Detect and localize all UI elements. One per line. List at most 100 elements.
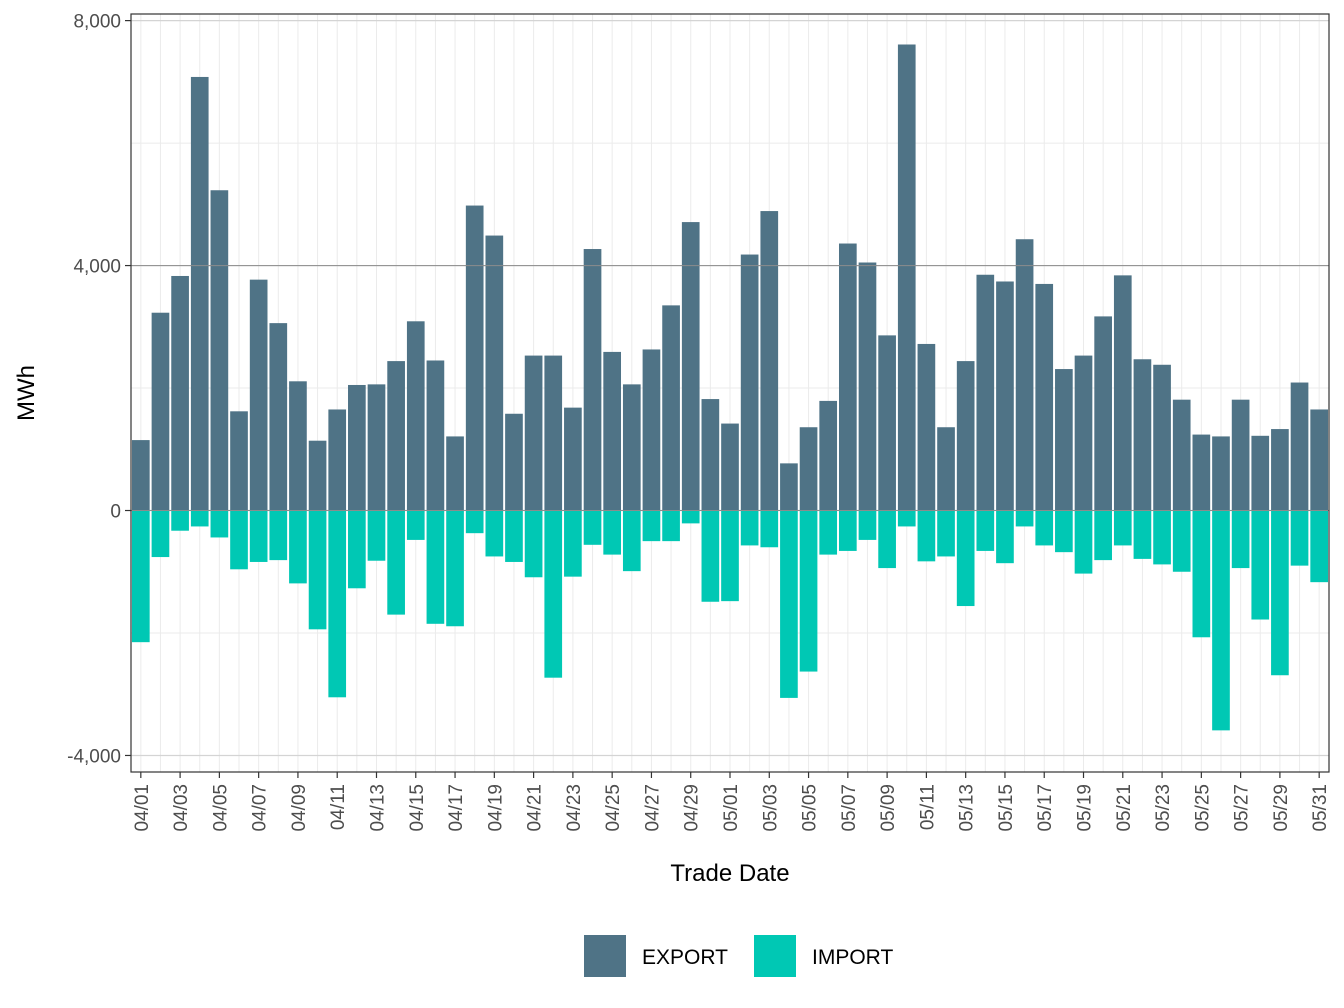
bar-export — [819, 400, 838, 511]
bar-export — [406, 321, 425, 511]
x-tick-label: 05/05 — [800, 784, 821, 832]
bar-import — [544, 510, 563, 678]
x-axis: 04/01 04/03 04/05 04/07 04/09 04/11 04/13 04/15… — [132, 772, 1331, 832]
x-tick-label: 05/01 — [721, 784, 742, 832]
bar-import — [996, 510, 1014, 564]
x-tick-label: 04/27 — [642, 784, 663, 832]
bar-export — [996, 281, 1014, 511]
bar-export — [544, 355, 563, 511]
bar-import — [1055, 510, 1073, 553]
x-tick-label: 05/23 — [1153, 784, 1174, 832]
bar-import — [1094, 510, 1112, 561]
bar-import — [583, 510, 602, 545]
x-tick-label: 05/19 — [1075, 784, 1096, 832]
bar-import — [681, 510, 700, 524]
bar-import — [1172, 510, 1191, 572]
bar-import — [701, 510, 720, 602]
bar-export — [1055, 369, 1073, 511]
bar-export — [681, 222, 700, 511]
bars — [131, 44, 1329, 731]
bar-export — [1153, 364, 1171, 511]
legend: EXPORT IMPORT — [584, 935, 893, 977]
bar-export — [446, 436, 464, 511]
x-tick-label: 05/21 — [1114, 784, 1135, 832]
bar-export — [269, 323, 288, 511]
bar-import — [1133, 510, 1152, 559]
bar-import — [838, 510, 857, 551]
x-tick-label: 04/05 — [210, 784, 231, 832]
y-tick-label: -4,000 — [67, 746, 121, 767]
bar-import — [740, 510, 759, 546]
x-tick-label: 05/27 — [1232, 784, 1253, 832]
bar-export — [249, 279, 268, 511]
x-tick-label: 05/17 — [1035, 784, 1056, 832]
x-tick-label: 04/03 — [171, 784, 192, 832]
bar-export — [662, 305, 680, 511]
bar-import — [799, 510, 818, 672]
bar-import — [1271, 510, 1289, 676]
x-tick-label: 05/07 — [839, 784, 860, 832]
bar-import — [819, 510, 838, 555]
bar-import — [269, 510, 288, 561]
bar-import — [249, 510, 268, 562]
bar-export — [485, 235, 504, 511]
bar-import — [465, 510, 484, 534]
bar-import — [622, 510, 641, 572]
bar-export — [131, 440, 150, 511]
bar-export — [622, 384, 641, 511]
legend-label-import: IMPORT — [812, 946, 893, 969]
bar-export — [1212, 436, 1230, 511]
bar-import — [937, 510, 955, 557]
bar-export — [701, 399, 720, 511]
bar-import — [1015, 510, 1034, 527]
bar-export — [1310, 409, 1329, 511]
x-tick-label: 05/09 — [878, 784, 899, 832]
bar-export — [1015, 239, 1034, 511]
bar-import — [190, 510, 209, 527]
bar-import — [210, 510, 229, 538]
bar-export — [976, 274, 995, 511]
bar-import — [171, 510, 189, 531]
bar-import — [446, 510, 464, 627]
bar-export — [171, 275, 189, 511]
bar-export — [583, 249, 602, 511]
bar-export — [760, 211, 779, 511]
bar-import — [858, 510, 877, 540]
bar-import — [917, 510, 936, 562]
x-tick-label: 05/15 — [996, 784, 1017, 832]
bar-export — [465, 205, 484, 511]
bar-export — [721, 423, 739, 511]
bar-export — [151, 312, 170, 511]
bar-import — [151, 510, 170, 558]
bar-export — [1192, 434, 1211, 511]
bar-import — [564, 510, 582, 577]
bar-import — [308, 510, 327, 630]
bar-export — [603, 351, 622, 511]
bar-import — [1074, 510, 1093, 574]
bar-import — [642, 510, 661, 542]
bar-export — [348, 384, 366, 511]
bar-export — [426, 360, 445, 511]
bar-import — [505, 510, 523, 562]
y-tick-label: 4,000 — [73, 257, 121, 278]
bar-export — [564, 407, 582, 511]
x-tick-label: 04/19 — [485, 784, 506, 832]
bar-import — [1153, 510, 1171, 565]
x-tick-label: 04/29 — [682, 784, 703, 832]
bar-export — [524, 355, 543, 511]
bar-import — [1251, 510, 1270, 620]
bar-import — [878, 510, 896, 569]
x-tick-label: 04/15 — [407, 784, 428, 832]
bar-export — [878, 335, 896, 511]
bar-export — [367, 384, 386, 511]
bar-import — [230, 510, 248, 570]
bar-export — [289, 381, 307, 511]
x-tick-label: 05/31 — [1310, 784, 1331, 832]
x-tick-label: 05/11 — [917, 784, 938, 830]
bar-export — [917, 343, 936, 511]
bar-import — [426, 510, 445, 624]
bar-import — [1035, 510, 1054, 546]
bar-export — [799, 427, 818, 511]
